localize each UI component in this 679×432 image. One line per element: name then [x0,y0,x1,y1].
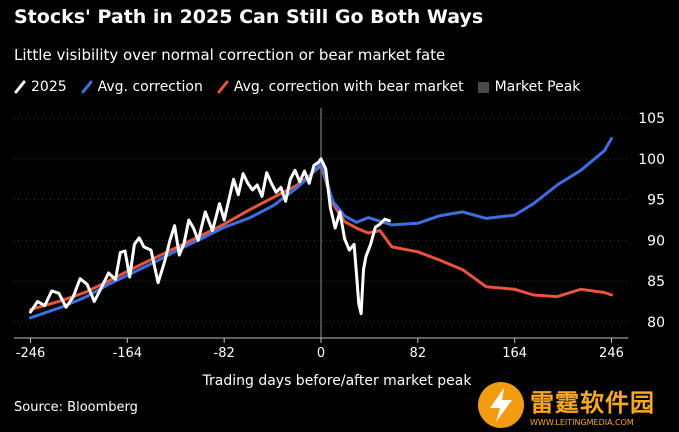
legend-item-avg-correction: Avg. correction [81,79,203,95]
y-tick-label-100: 100 [638,152,665,168]
legend-label-market-peak: Market Peak [494,79,581,95]
legend-swatch-avg-correction [81,80,93,94]
y-tick-label-85: 85 [647,274,665,290]
legend-swatch-market-peak [477,81,489,93]
chart-title: Stocks' Path in 2025 Can Still Go Both W… [14,6,484,28]
x-tick-label--164: -164 [113,346,143,361]
legend: 2025 Avg. correction Avg. correction wit… [14,78,594,96]
watermark-logo-icon [478,382,524,428]
y-tick-label-95: 95 [647,193,665,209]
watermark-text: 雷霆软件园 [530,389,655,417]
legend-swatch-2025 [14,80,26,94]
x-tick-label--82: -82 [214,346,235,361]
y-tick-label-105: 105 [638,111,665,127]
series-line-2025 [29,157,391,316]
legend-swatch-avg-bear [217,80,229,94]
x-tick-label-164: 164 [502,346,527,361]
x-tick-label--246: -246 [16,346,46,361]
chart-subtitle: Little visibility over normal correction… [14,46,446,64]
x-tick-label-0: 0 [317,346,325,361]
series-line-avg-correction [29,137,613,320]
x-axis-title: Trading days before/after market peak [202,373,473,389]
watermark-url: WWW.LEITINGMEDIA.COM [530,418,634,427]
source-note: Source: Bloomberg [14,400,138,415]
legend-item-market-peak: Market Peak [477,79,581,95]
x-tick-label-246: 246 [599,346,624,361]
legend-label-avg-bear: Avg. correction with bear market [233,79,464,95]
x-tick-label-82: 82 [410,346,427,361]
y-tick-label-90: 90 [647,233,665,249]
y-tick-label-80: 80 [647,315,665,331]
legend-label-avg-correction: Avg. correction [97,79,203,95]
legend-item-2025: 2025 [14,79,67,95]
watermark: 雷霆软件园 WWW.LEITINGMEDIA.COM [478,380,674,430]
legend-label-2025: 2025 [31,79,67,95]
legend-item-avg-bear: Avg. correction with bear market [217,79,464,95]
